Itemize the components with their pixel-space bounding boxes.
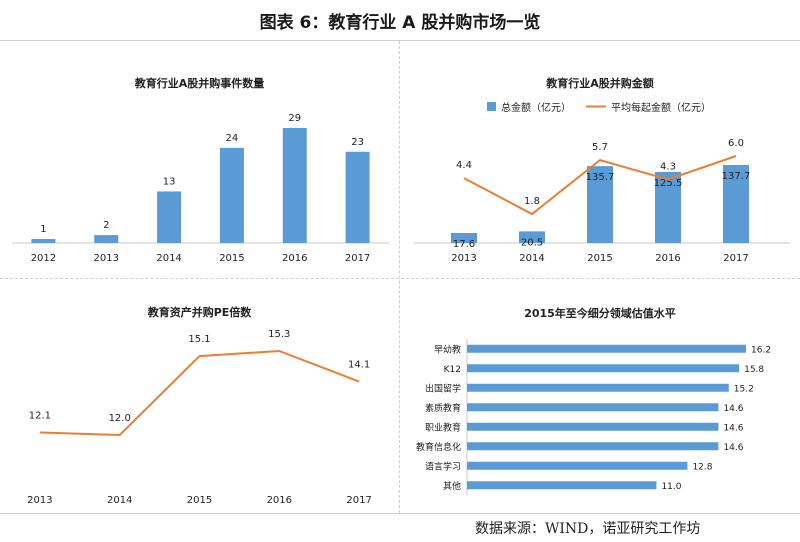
- valuation-chart-panel: 2015年至今细分领域估值水平早幼教 16.2 K12 15.8 出国留学 15.2 素质教…: [400, 279, 800, 513]
- amount-bar-label: 135.7: [586, 172, 615, 183]
- valuation-category-label: K12: [444, 365, 461, 375]
- valuation-bar: [467, 364, 740, 373]
- events-data-label: 1: [40, 224, 46, 235]
- events-data-label: 23: [351, 137, 364, 148]
- valuation-chart-title: 2015年至今细分领域估值水平: [524, 306, 676, 320]
- events-bar: [282, 128, 307, 243]
- events-bar: [157, 191, 182, 243]
- amount-legend-bar-swatch: [487, 102, 496, 111]
- amount-chart-panel: 教育行业A股并购金额总金额（亿元） 平均每起金额（亿元） 17.6 2013 20.5 2…: [400, 41, 800, 278]
- pe-line-series: [39, 349, 360, 437]
- pe-chart: 教育资产并购PE倍数 12.1 2013 12.0 2014 15.1 2015 15.3 20…: [27, 305, 372, 506]
- pe-x-tick: 2017: [346, 495, 371, 506]
- valuation-category-label: 职业教育: [425, 421, 461, 433]
- events-data-label: 24: [226, 133, 239, 144]
- events-bar: [94, 235, 119, 243]
- amount-line-label: 1.8: [524, 196, 540, 207]
- valuation-category-label: 语言学习: [425, 460, 461, 472]
- amount-line-label: 5.7: [592, 142, 608, 153]
- bottom-rule: [0, 513, 800, 514]
- valuation-data-label: 14.6: [723, 404, 743, 414]
- amount-bar: [451, 233, 477, 243]
- valuation-data-label: 15.2: [734, 384, 754, 394]
- events-x-tick: 2015: [219, 253, 244, 264]
- amount-line-label: 6.0: [728, 138, 744, 149]
- amount-chart-title: 教育行业A股并购金额: [545, 76, 654, 90]
- title-rule: [0, 40, 800, 41]
- vertical-divider: [399, 41, 401, 513]
- valuation-bar: [467, 383, 729, 392]
- pe-x-tick: 2013: [27, 495, 52, 506]
- amount-bar-label: 20.5: [521, 237, 543, 248]
- amount-x-tick: 2013: [451, 253, 476, 264]
- valuation-data-label: 12.8: [692, 462, 712, 472]
- valuation-category-label: 教育信息化: [416, 441, 461, 453]
- pe-data-label: 15.1: [188, 334, 210, 345]
- valuation-data-label: 16.2: [751, 345, 771, 355]
- valuation-bar: [467, 481, 657, 490]
- events-x-tick: 2013: [94, 253, 119, 264]
- events-x-tick: 2017: [345, 253, 370, 264]
- events-bar: [31, 239, 56, 243]
- pe-x-tick: 2016: [267, 495, 292, 506]
- valuation-bar: [467, 403, 719, 412]
- valuation-bar: [467, 461, 688, 470]
- valuation-bar: [467, 442, 719, 451]
- events-bar: [219, 147, 244, 243]
- valuation-category-label: 其他: [443, 480, 461, 492]
- amount-bar: [519, 231, 545, 243]
- events-data-label: 13: [163, 176, 176, 187]
- valuation-category-label: 出国留学: [425, 382, 461, 394]
- events-x-tick: 2014: [156, 253, 181, 264]
- valuation-data-label: 14.6: [723, 443, 743, 453]
- amount-bar-label: 125.5: [654, 178, 683, 189]
- pe-chart-title: 教育资产并购PE倍数: [147, 305, 253, 319]
- pe-data-label: 14.1: [348, 360, 370, 371]
- pe-chart-panel: 教育资产并购PE倍数 12.1 2013 12.0 2014 15.1 2015 15.3 20…: [0, 279, 399, 513]
- pe-data-label: 12.0: [109, 413, 131, 424]
- amount-bar: [587, 166, 613, 243]
- events-bar: [345, 151, 370, 243]
- events-chart-title: 教育行业A股并购事件数量: [134, 76, 265, 90]
- amount-bar-label: 17.6: [453, 239, 475, 250]
- valuation-category-label: 早幼教: [434, 343, 461, 355]
- source-note: 数据来源：WIND，诺亚研究工作坊: [475, 521, 701, 537]
- pe-data-label: 15.3: [268, 329, 290, 340]
- events-chart-panel: 教育行业A股并购事件数量 1 2012 2 2013 13 2014 24 2015 29 2016…: [0, 41, 399, 278]
- pe-x-tick: 2015: [187, 495, 212, 506]
- valuation-bar: [467, 344, 746, 353]
- pe-x-tick: 2014: [107, 495, 132, 506]
- amount-line-label: 4.3: [660, 161, 676, 172]
- amount-legend-bar-label: 总金额（亿元）: [501, 101, 571, 114]
- amount-bar: [723, 165, 749, 243]
- events-x-tick: 2016: [282, 253, 307, 264]
- valuation-data-label: 15.8: [744, 365, 764, 375]
- events-x-tick: 2012: [31, 253, 56, 264]
- valuation-data-label: 14.6: [723, 423, 743, 433]
- valuation-category-label: 素质教育: [425, 402, 461, 414]
- amount-x-tick: 2017: [723, 253, 748, 264]
- amount-x-tick: 2015: [587, 253, 612, 264]
- amount-legend-line-label: 平均每起金额（亿元）: [611, 101, 711, 114]
- amount-x-tick: 2016: [655, 253, 680, 264]
- page-title: 图表 6：教育行业 A 股并购市场一览: [259, 13, 541, 33]
- valuation-data-label: 11.0: [661, 482, 681, 492]
- amount-bar: [655, 171, 681, 243]
- events-data-label: 29: [288, 113, 301, 124]
- amount-line-series: [463, 155, 737, 216]
- amount-line-label: 4.4: [456, 160, 472, 171]
- amount-x-tick: 2014: [519, 253, 544, 264]
- events-data-label: 2: [103, 220, 109, 231]
- valuation-bar: [467, 422, 719, 431]
- amount-bar-label: 137.7: [722, 171, 751, 182]
- events-chart: 教育行业A股并购事件数量 1 2012 2 2013 13 2014 24 2015 29 2016…: [12, 76, 389, 264]
- horizontal-divider: [0, 278, 800, 280]
- amount-legend: 总金额（亿元） 平均每起金额（亿元）: [487, 101, 711, 114]
- pe-data-label: 12.1: [29, 410, 51, 421]
